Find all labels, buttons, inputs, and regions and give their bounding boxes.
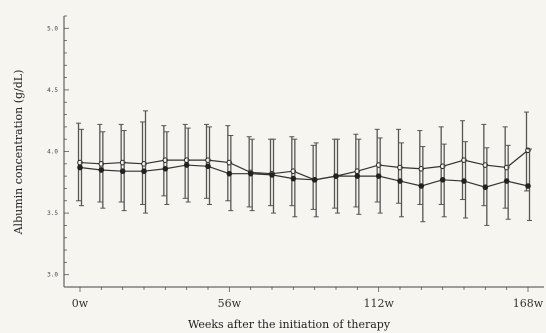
data-point (439, 177, 446, 183)
data-point (119, 168, 126, 175)
x-tick-label: 0w (72, 297, 89, 310)
x-tick-label: 168w (513, 297, 544, 310)
y-tick-label: 3.5 (47, 210, 58, 217)
data-point (205, 163, 211, 170)
y-tick-label: 4.0 (47, 149, 58, 156)
data-point (162, 165, 169, 172)
data-point (141, 168, 147, 175)
data-point (525, 183, 531, 189)
y-tick-label: 5.0 (47, 25, 58, 32)
data-point (418, 183, 425, 189)
data-point (98, 167, 105, 173)
x-tick-label: 112w (363, 297, 394, 310)
data-point (77, 164, 83, 171)
data-point (226, 170, 233, 177)
data-point (247, 170, 254, 177)
y-axis-title: Albumin concentration (g/dL) (12, 70, 25, 236)
series-line (79, 164, 529, 188)
x-axis-title: Weeks after the initiation of therapy (188, 318, 391, 331)
data-point (333, 173, 339, 179)
data-point (269, 172, 275, 178)
data-point (311, 177, 318, 183)
y-tick-label: 4.5 (47, 87, 58, 94)
y-tick-label: 3.0 (47, 272, 58, 279)
data-point (461, 178, 467, 184)
data-point (354, 173, 361, 179)
series-line (79, 149, 529, 181)
data-point (375, 173, 382, 179)
data-point (290, 175, 297, 182)
x-tick-label: 56w (218, 297, 242, 310)
data-point (397, 178, 403, 184)
data-point (183, 162, 190, 168)
data-point (482, 184, 489, 191)
data-point (503, 178, 510, 184)
